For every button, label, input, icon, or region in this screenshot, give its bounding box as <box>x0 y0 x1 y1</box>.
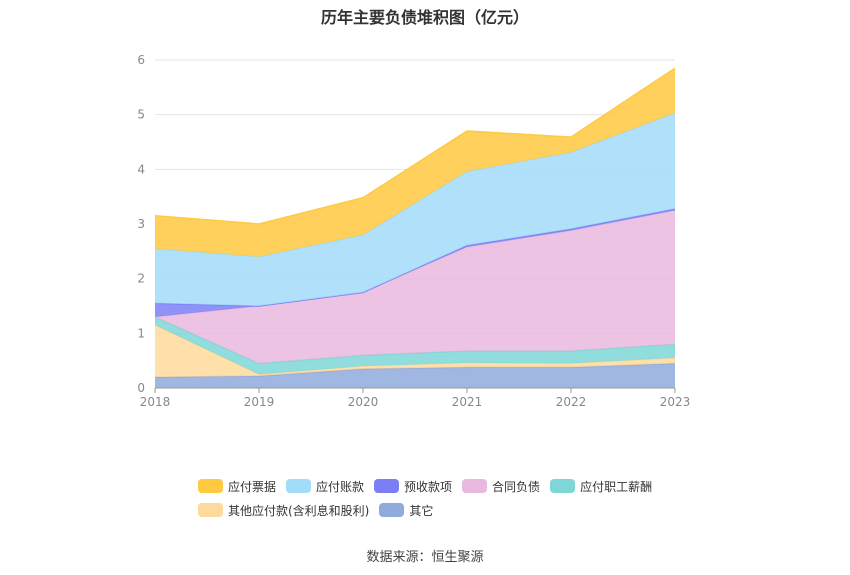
x-tick-label: 2022 <box>556 395 587 409</box>
legend-label: 应付职工薪酬 <box>580 479 653 494</box>
legend-item[interactable]: 合同负债 <box>462 478 540 495</box>
legend-swatch <box>462 479 488 493</box>
y-tick-label: 1 <box>137 326 145 340</box>
legend-swatch <box>550 479 576 493</box>
legend-item[interactable]: 应付职工薪酬 <box>550 478 652 495</box>
legend-item[interactable]: 其他应付款(含利息和股利) <box>198 502 369 519</box>
legend-item[interactable]: 应付票据 <box>198 478 276 495</box>
data-source: 数据来源：恒生聚源 <box>366 550 484 565</box>
legend-item[interactable]: 其它 <box>379 502 433 519</box>
x-tick-label: 2021 <box>452 395 483 409</box>
legend-label: 应付票据 <box>228 479 277 494</box>
chart-title: 历年主要负债堆积图（亿元） <box>320 8 529 27</box>
x-tick-label: 2019 <box>244 395 275 409</box>
legend-label: 合同负债 <box>492 479 541 494</box>
series-line-6 <box>154 67 676 225</box>
legend-swatch <box>286 479 312 493</box>
legend: 应付票据 应付账款 预收款项 合同负债 应付职工薪酬 其他应付款(含利息和股利) 其它 <box>198 474 678 522</box>
legend-swatch <box>379 503 405 517</box>
area-series-6 <box>155 68 675 257</box>
x-tick-label: 2018 <box>140 395 171 409</box>
legend-label: 其他应付款(含利息和股利) <box>228 503 370 518</box>
legend-swatch <box>374 479 400 493</box>
legend-item[interactable]: 预收款项 <box>374 478 452 495</box>
x-tick-label: 2023 <box>660 395 691 409</box>
legend-label: 预收款项 <box>404 479 453 494</box>
y-tick-label: 2 <box>137 272 145 286</box>
legend-label: 应付账款 <box>316 479 365 494</box>
legend-swatch <box>198 479 223 493</box>
legend-swatch <box>198 503 223 517</box>
y-tick-label: 4 <box>137 162 145 176</box>
y-tick-label: 6 <box>137 53 145 67</box>
legend-row-1: 应付票据 应付账款 预收款项 合同负债 应付职工薪酬 <box>198 474 678 498</box>
area-series-5 <box>155 113 675 306</box>
area-series-0 <box>155 363 675 388</box>
legend-row-2: 其他应付款(含利息和股利) 其它 <box>198 498 678 522</box>
y-tick-label: 0 <box>137 381 145 395</box>
area-series-3 <box>155 210 675 364</box>
area-series-1 <box>155 325 675 378</box>
legend-label: 其它 <box>409 503 434 518</box>
area-series-2 <box>155 316 675 375</box>
x-tick-label: 2020 <box>348 395 379 409</box>
y-tick-label: 3 <box>137 217 145 231</box>
legend-item[interactable]: 应付账款 <box>286 478 364 495</box>
y-tick-label: 5 <box>137 108 145 122</box>
